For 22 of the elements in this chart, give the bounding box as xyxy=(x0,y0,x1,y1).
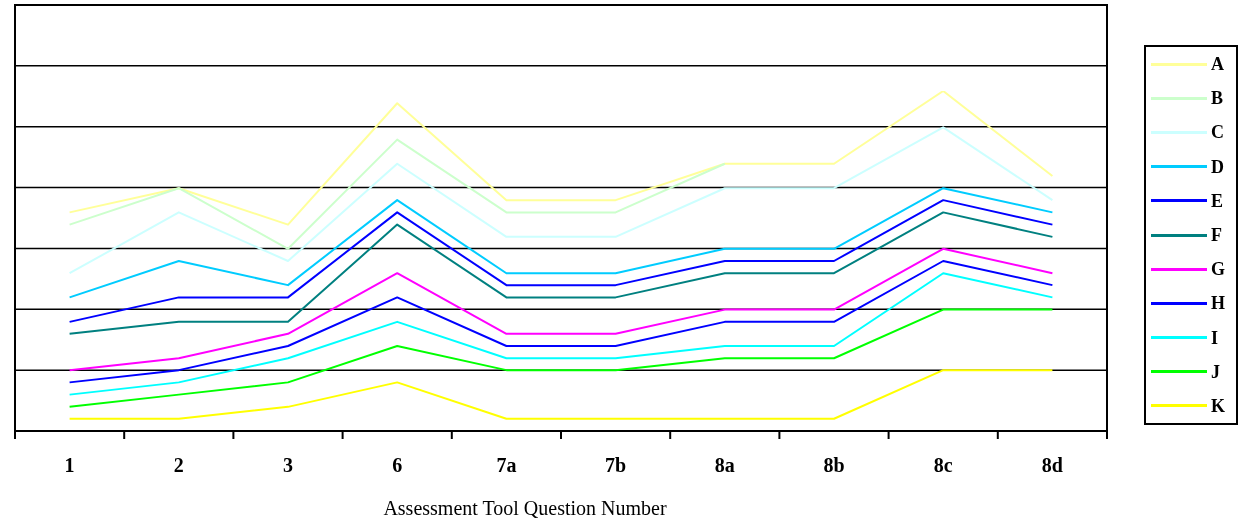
x-tick-label: 7a xyxy=(496,454,517,476)
legend-label: E xyxy=(1211,190,1224,211)
x-tick-label: 8a xyxy=(714,454,735,476)
x-tick-label: 7b xyxy=(605,454,627,476)
legend-label: A xyxy=(1211,54,1224,75)
legend-label: C xyxy=(1211,122,1224,143)
legend-label: H xyxy=(1211,293,1226,314)
x-tick-label: 8d xyxy=(1041,454,1063,476)
x-axis-title: Assessment Tool Question Number xyxy=(383,497,667,519)
legend-label: D xyxy=(1211,156,1224,177)
legend-label: K xyxy=(1211,395,1226,416)
x-tick-label: 3 xyxy=(283,454,293,476)
x-tick-label: 2 xyxy=(173,454,184,476)
x-tick-label: 6 xyxy=(392,454,403,476)
x-tick-label: 8b xyxy=(823,454,845,476)
legend-label: I xyxy=(1211,327,1219,348)
legend-label: J xyxy=(1211,361,1220,382)
x-tick-label: 8c xyxy=(933,454,953,476)
legend-label: F xyxy=(1211,225,1222,246)
x-tick-label: 1 xyxy=(64,454,75,476)
legend-label: G xyxy=(1211,259,1226,280)
legend-label: B xyxy=(1211,88,1224,109)
